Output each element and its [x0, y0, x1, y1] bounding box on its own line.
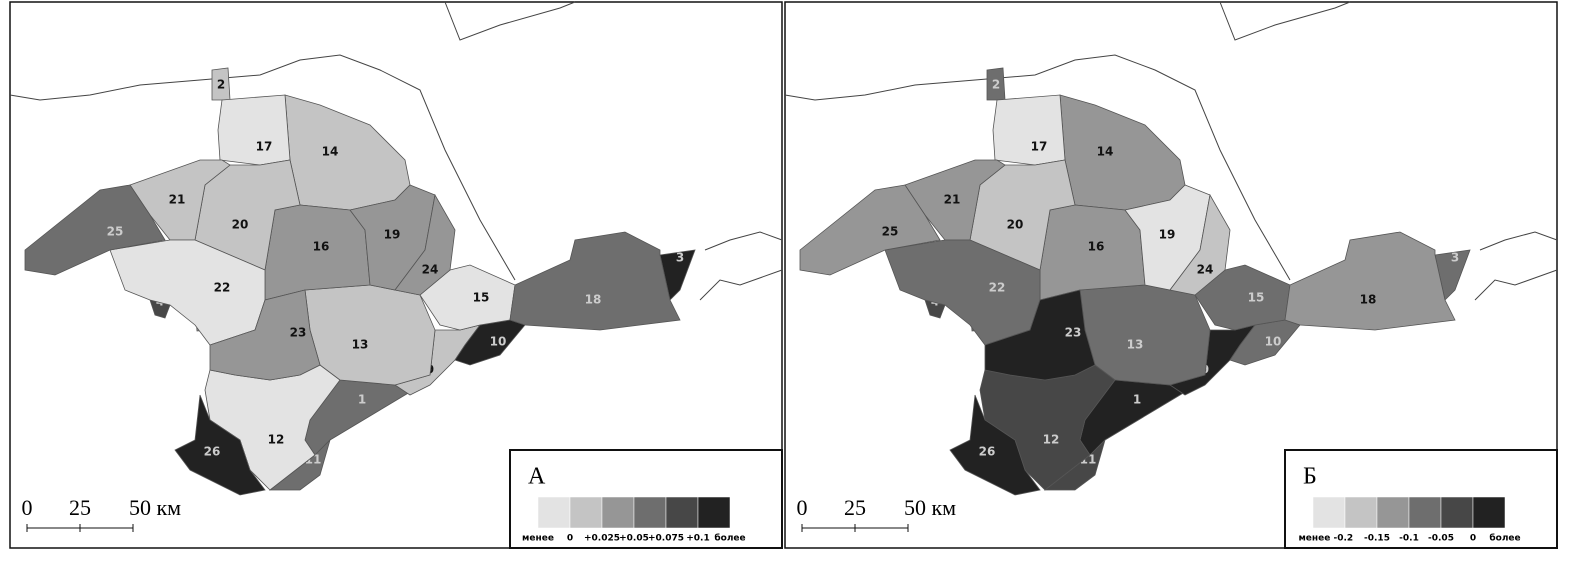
region: [217, 94, 291, 166]
map-panel: 1234567891011121314151617181920212223242…: [784, 1, 1558, 549]
region-label: 25: [882, 225, 899, 239]
region-label: 26: [979, 445, 996, 459]
panel-letter: Б: [1303, 464, 1317, 490]
mainland-coast: [9, 54, 516, 281]
region-label: 13: [1127, 338, 1144, 352]
taman-coast: [699, 231, 783, 301]
region-label: 12: [268, 433, 285, 447]
legend-label: +0.025: [584, 534, 620, 544]
region-label: 18: [1360, 293, 1377, 307]
legend-label: +0.05: [619, 534, 649, 544]
region-label: 23: [290, 326, 307, 340]
scale-label: 25: [69, 495, 91, 520]
region: [949, 394, 1041, 496]
region: [1194, 264, 1291, 331]
region: [509, 231, 681, 331]
region-label: 20: [232, 218, 249, 232]
legend-swatch: [665, 496, 699, 529]
scale-label: 0: [22, 495, 33, 520]
region: [394, 193, 456, 296]
region: [1169, 193, 1231, 296]
region-label: 26: [204, 445, 221, 459]
taman-coast: [1474, 231, 1558, 301]
region-label: 13: [352, 338, 369, 352]
scale-label: 50 км: [904, 495, 956, 520]
legend-swatch: [601, 496, 635, 529]
region-label: 19: [1159, 228, 1176, 242]
region: [992, 94, 1066, 166]
region-label: 22: [214, 281, 231, 295]
legend-label: более: [1489, 533, 1520, 544]
region-label: 19: [384, 228, 401, 242]
region-label: 17: [1031, 140, 1048, 154]
scale-label: 50 км: [129, 495, 181, 520]
region: [419, 264, 516, 331]
region-label: 15: [1248, 291, 1265, 305]
region-label: 14: [1097, 145, 1114, 159]
legend-label: более: [714, 533, 745, 544]
region-label: 12: [1043, 433, 1060, 447]
region: [174, 394, 266, 496]
legend-swatch: [1408, 496, 1442, 529]
region: [209, 289, 321, 381]
region-label: 25: [107, 225, 124, 239]
scale-label: 0: [797, 495, 808, 520]
region-label: 20: [1007, 218, 1024, 232]
region: [904, 159, 1006, 241]
region: [1284, 231, 1456, 331]
region-label: 18: [585, 293, 602, 307]
legend-label: -0.05: [1428, 534, 1454, 544]
map-panel: 1234567891011121314151617181920212223242…: [9, 1, 783, 549]
region: [24, 184, 166, 276]
mainland-coast: [784, 54, 1291, 281]
region-label: 17: [256, 140, 273, 154]
panel-letter: А: [528, 464, 546, 490]
legend-swatch: [633, 496, 667, 529]
region-label: 3: [676, 251, 684, 265]
legend-swatch: [537, 496, 571, 529]
legend-swatch: [697, 496, 731, 529]
legend-swatch: [1440, 496, 1474, 529]
legend-label: менее: [522, 534, 554, 544]
region-label: 16: [1088, 240, 1105, 254]
mainland-coast: [1219, 1, 1351, 41]
legend-label: менее -0.2: [1298, 534, 1353, 544]
legend-label: +0.1: [686, 534, 709, 544]
legend-label: 0: [1470, 534, 1476, 544]
region-label: 21: [944, 193, 961, 207]
region-label: 1: [1133, 393, 1141, 407]
legend-swatch: [1312, 496, 1346, 529]
legend-swatch: [1472, 496, 1506, 529]
region-label: 24: [422, 263, 439, 277]
region-label: 3: [1451, 251, 1459, 265]
legend-swatch: [1344, 496, 1378, 529]
region-label: 24: [1197, 263, 1214, 277]
region-label: 15: [473, 291, 490, 305]
region-label: 22: [989, 281, 1006, 295]
legend-label: -0.1: [1399, 534, 1419, 544]
legend-label: +0.075: [648, 534, 684, 544]
mainland-coast: [444, 1, 576, 41]
region: [129, 159, 231, 241]
region: [984, 289, 1096, 381]
region-label: 16: [313, 240, 330, 254]
region-label: 10: [490, 335, 507, 349]
region-label: 21: [169, 193, 186, 207]
region-label: 10: [1265, 335, 1282, 349]
scale-label: 25: [844, 495, 866, 520]
region-label: 14: [322, 145, 339, 159]
region-label: 2: [217, 78, 225, 92]
region-label: 2: [992, 78, 1000, 92]
legend-swatch: [569, 496, 603, 529]
region-label: 23: [1065, 326, 1082, 340]
region: [799, 184, 941, 276]
legend-swatch: [1376, 496, 1410, 529]
legend-label: 0: [567, 534, 573, 544]
legend-label: -0.15: [1364, 534, 1390, 544]
region-label: 1: [358, 393, 366, 407]
